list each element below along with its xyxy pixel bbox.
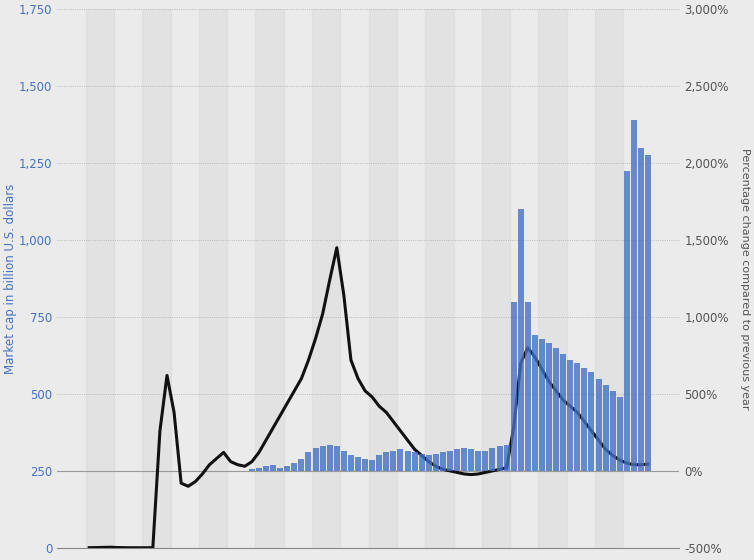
Bar [440,452,446,471]
Bar [256,468,262,471]
Bar [546,343,552,471]
Bar [461,448,467,471]
Bar [553,348,559,471]
Bar [383,452,389,471]
Bar [369,460,375,471]
Bar [334,446,340,471]
Bar [355,457,361,471]
Bar [433,454,439,471]
Bar [362,459,368,471]
Bar [305,452,311,471]
Bar [426,455,432,471]
Bar [249,469,255,471]
Bar [397,449,403,471]
Bar [256,9,284,548]
Bar [199,9,227,548]
Bar [575,363,581,471]
Bar [483,451,489,471]
Bar [299,459,305,471]
Bar [320,446,326,471]
Bar [489,448,495,471]
Bar [277,468,284,471]
Bar [284,466,290,471]
Bar [143,9,170,548]
Bar [588,372,594,471]
Bar [425,9,453,548]
Bar [645,155,651,471]
Bar [496,446,502,471]
Bar [312,9,340,548]
Bar [468,449,474,471]
Bar [412,452,418,471]
Bar [510,302,516,471]
Bar [405,451,410,471]
Bar [617,397,623,471]
Bar [291,463,297,471]
Bar [475,451,481,471]
Bar [518,209,524,471]
Bar [525,302,531,471]
Bar [391,451,397,471]
Bar [539,339,545,471]
Bar [313,448,319,471]
Bar [538,9,567,548]
Bar [567,360,573,471]
Bar [504,445,510,471]
Bar [418,454,425,471]
Bar [596,379,602,471]
Y-axis label: Percentage change compared to previous year: Percentage change compared to previous y… [740,148,749,409]
Bar [369,9,397,548]
Bar [532,335,538,471]
Y-axis label: Market cap in billion U.S. dollars: Market cap in billion U.S. dollars [5,183,17,374]
Bar [341,451,347,471]
Bar [595,9,624,548]
Bar [610,391,616,471]
Bar [348,455,354,471]
Bar [86,9,114,548]
Bar [270,465,276,471]
Bar [454,449,460,471]
Bar [447,451,453,471]
Bar [482,9,510,548]
Bar [560,354,566,471]
Bar [263,466,269,471]
Bar [376,455,382,471]
Bar [631,120,637,471]
Bar [602,385,608,471]
Bar [624,171,630,471]
Bar [581,368,587,471]
Bar [326,445,333,471]
Bar [638,148,644,471]
